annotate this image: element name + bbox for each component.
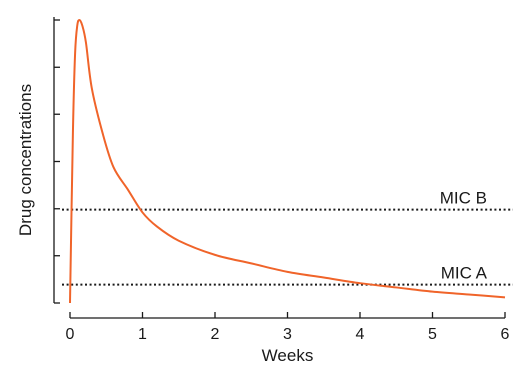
x-ticks: 0 1 2 3 4 5 6 <box>66 312 510 343</box>
y-axis-title: Drug concentrations <box>16 84 35 236</box>
series-group <box>69 19 506 304</box>
series-line-0 <box>69 19 506 304</box>
x-tick-label-4: 4 <box>356 326 365 343</box>
x-tick-label-3: 3 <box>283 326 292 343</box>
x-axis-title: Weeks <box>262 346 314 365</box>
x-tick-label-1: 1 <box>138 326 147 343</box>
y-ticks <box>54 19 60 304</box>
x-tick-label-5: 5 <box>428 326 437 343</box>
ref-label-0: MIC B <box>440 189 487 208</box>
reference-lines: MIC B MIC A <box>62 189 513 286</box>
x-tick-label-0: 0 <box>66 326 75 343</box>
ref-label-1: MIC A <box>441 264 488 283</box>
x-tick-label-2: 2 <box>211 326 220 343</box>
x-tick-label-6: 6 <box>501 326 510 343</box>
axes: 0 1 2 3 4 5 6 <box>53 17 510 343</box>
